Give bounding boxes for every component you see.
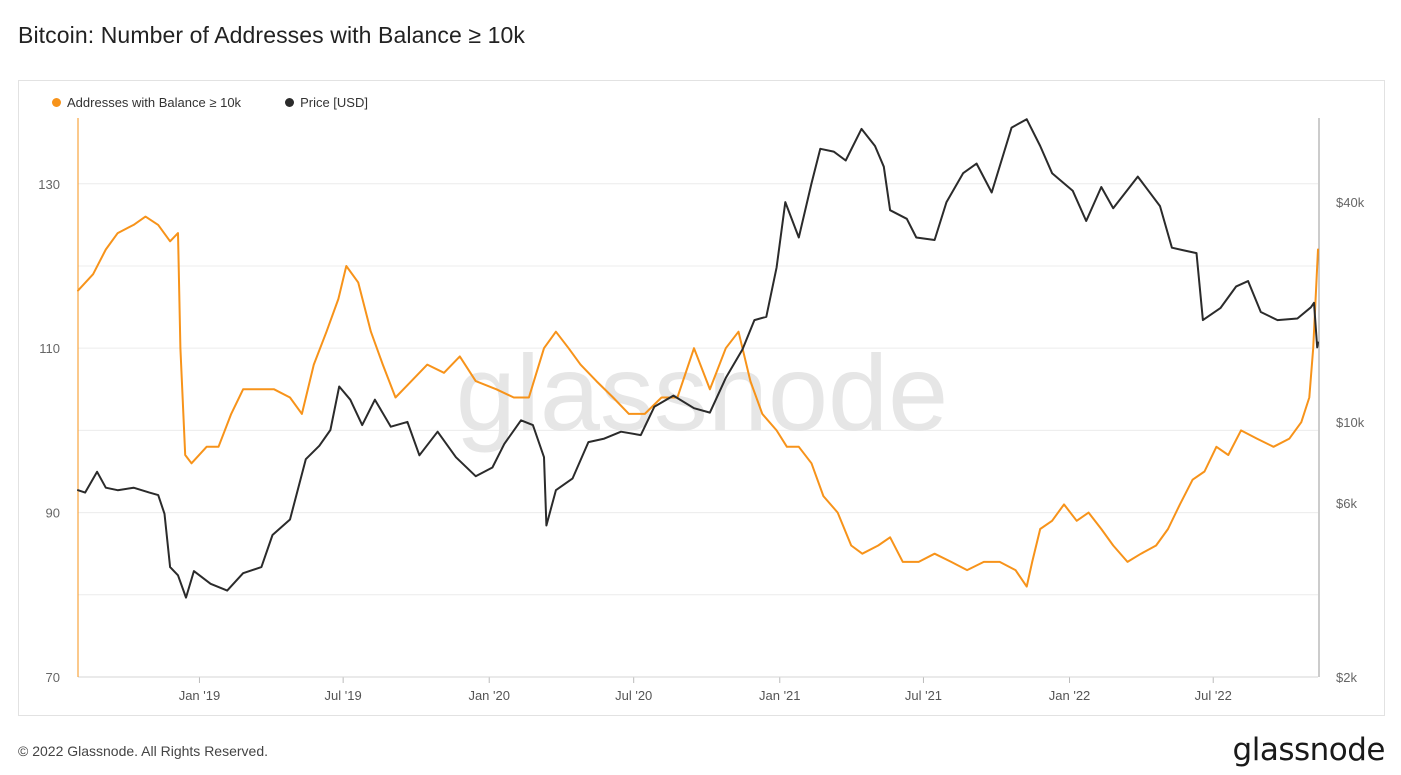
x-tick-label: Jan '20: [468, 688, 510, 703]
y-left-tick-label: 70: [46, 670, 60, 685]
page-title: Bitcoin: Number of Addresses with Balanc…: [18, 22, 525, 48]
brand-logo[interactable]: glassnode: [1232, 732, 1386, 768]
x-tick-label: Jul '21: [905, 688, 942, 703]
legend-dot-price: [285, 98, 295, 107]
watermark-text: glassnode: [456, 332, 948, 453]
x-tick-label: Jul '20: [615, 688, 652, 703]
series-line-price: [77, 118, 1319, 599]
y-left-tick-label: 110: [39, 341, 60, 356]
legend-label-price: Price [USD]: [300, 95, 368, 110]
series-line-addresses: [77, 215, 1319, 588]
x-tick-label: Jan '22: [1049, 688, 1091, 703]
legend-item-addresses[interactable]: Addresses with Balance ≥ 10k: [52, 95, 241, 110]
y-right-tick-label: $6k: [1336, 496, 1357, 511]
x-tick-label: Jan '21: [759, 688, 801, 703]
chart-grid: [78, 183, 1318, 678]
legend-item-price[interactable]: Price [USD]: [285, 95, 368, 110]
chart-panel: [18, 80, 1385, 716]
chart-lines: [77, 118, 1319, 599]
x-tick-label: Jul '19: [325, 688, 362, 703]
y-left-tick-label: 130: [38, 177, 60, 192]
y-right-tick-label: $10k: [1336, 415, 1365, 430]
chart-axes: Jan '19 Jul '19 Jan '20 Jul '20 Jan '21 Jul '…: [38, 118, 1365, 703]
chart-legend: Addresses with Balance ≥ 10k Price [USD]: [52, 95, 368, 110]
legend-label-addresses: Addresses with Balance ≥ 10k: [67, 95, 242, 110]
y-left-tick-label: 90: [46, 506, 60, 521]
copyright-footer: © 2022 Glassnode. All Rights Reserved.: [18, 743, 269, 759]
legend-dot-addresses: [52, 98, 61, 107]
x-tick-label: Jul '22: [1195, 688, 1232, 703]
x-tick-label: Jan '19: [179, 688, 221, 703]
y-right-tick-label: $40k: [1336, 195, 1365, 210]
y-right-tick-label: $2k: [1336, 670, 1357, 685]
